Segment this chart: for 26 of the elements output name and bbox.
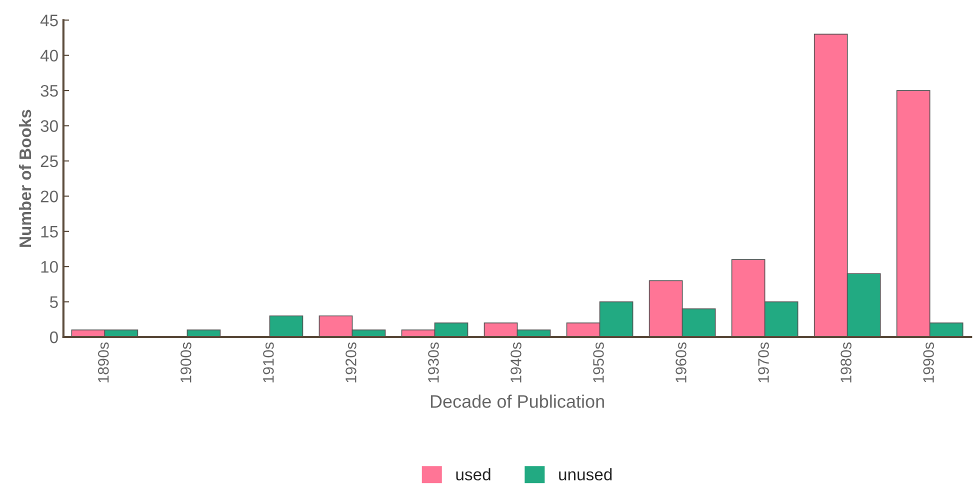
y-tick-label: 20 xyxy=(40,190,58,202)
x-tick-label: 1920s xyxy=(346,342,356,382)
y-tick-label: 0 xyxy=(50,331,58,344)
x-tick-label: 1940s xyxy=(510,342,522,382)
x-tick-label: 1960s xyxy=(676,342,686,382)
x-tick-label: 1970s xyxy=(758,342,769,382)
x-tick-label: 1930s xyxy=(428,342,439,382)
y-tick-label: 15 xyxy=(41,226,58,238)
y-tick-label: 25 xyxy=(40,155,58,168)
y-tick-label: 45 xyxy=(40,14,58,26)
y-tick-label: 5 xyxy=(50,296,58,308)
x-tick-label: 1890s xyxy=(98,342,109,382)
x-tick-label: 1910s xyxy=(263,342,274,382)
legend-label: used xyxy=(456,468,490,480)
legend-label: unused xyxy=(559,468,612,480)
x-tick-label: 1900s xyxy=(180,342,192,382)
x-tick-label: 1950s xyxy=(593,342,604,382)
x-axis-title: Decade of Publication xyxy=(430,394,604,408)
bar xyxy=(269,315,304,338)
x-tick-label: 1990s xyxy=(923,342,934,382)
y-tick-label: 30 xyxy=(40,120,58,132)
y-tick-label: 40 xyxy=(40,50,58,62)
x-tick-label: 1980s xyxy=(840,342,852,382)
y-tick-label: 10 xyxy=(41,260,58,273)
y-tick-label: 35 xyxy=(40,84,58,97)
y-axis-title: Number of Books xyxy=(18,110,32,247)
